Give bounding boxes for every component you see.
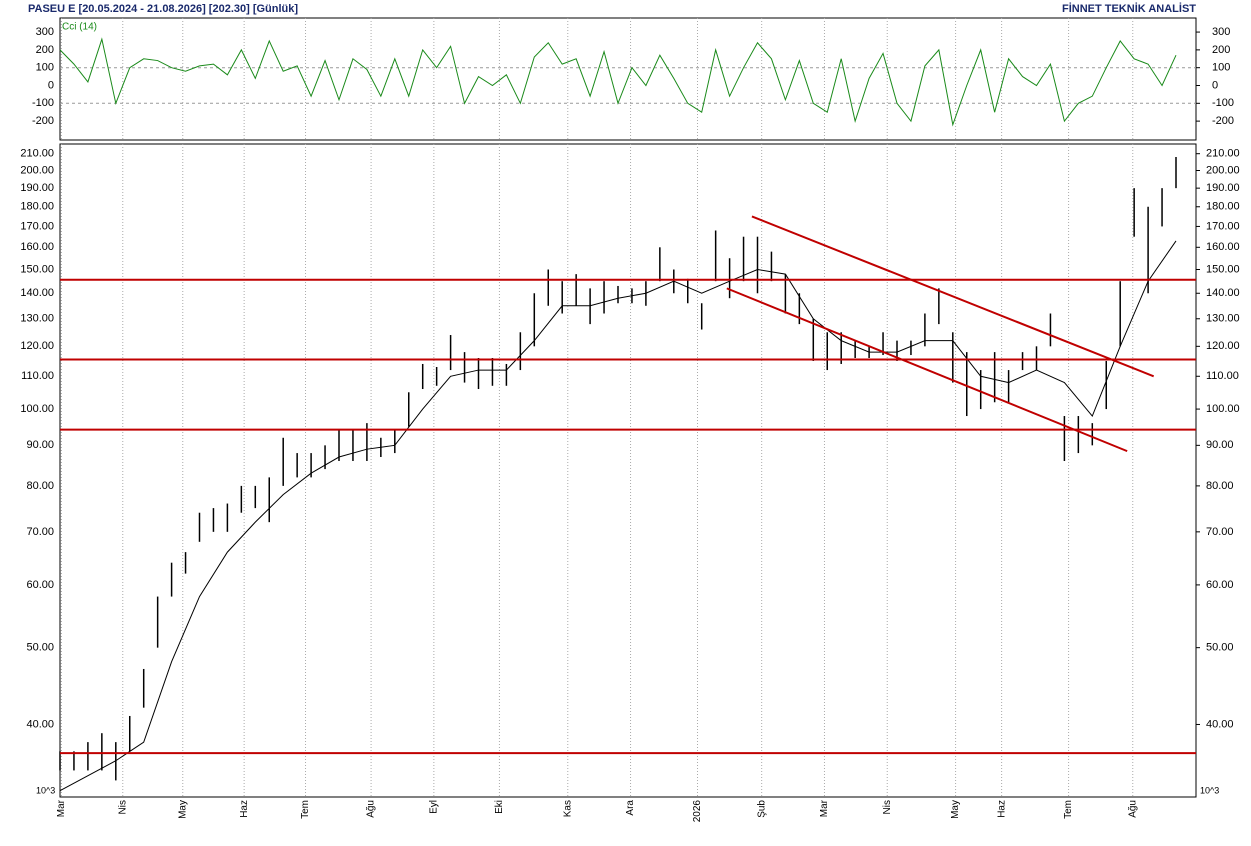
y-tick-label: 100 (1212, 62, 1230, 74)
y-tick-label: 80.00 (26, 480, 54, 492)
y-tick-label: 50.00 (26, 642, 54, 654)
y-tick-label: 130.00 (1206, 313, 1240, 325)
x-tick-label: Eki (494, 800, 505, 814)
x-tick-label: Tem (1063, 800, 1074, 819)
y-tick-label: 110.00 (1206, 370, 1239, 382)
y-tick-label: 300 (1212, 26, 1230, 38)
x-tick-label: Eyl (429, 800, 440, 814)
y-tick-label: 60.00 (1206, 579, 1234, 591)
y-tick-label: -200 (32, 115, 54, 127)
y-tick-label: 90.00 (1206, 439, 1234, 451)
y-tick-label: 60.00 (26, 579, 54, 591)
y-tick-label: 110.00 (21, 370, 54, 382)
cci-frame (59, 17, 1197, 141)
x-tick-label: Mar (819, 799, 830, 817)
brand: FİNNET TEKNİK ANALİST (1062, 2, 1196, 15)
unit-label: 10^3 (36, 785, 55, 795)
y-tick-label: -200 (1212, 115, 1234, 127)
y-tick-label: 180.00 (1206, 201, 1240, 213)
price-frame (59, 143, 1197, 798)
y-tick-label: 80.00 (1206, 480, 1234, 492)
y-tick-label: 140.00 (20, 287, 54, 299)
y-tick-label: 140.00 (1206, 287, 1240, 299)
y-tick-label: 130.00 (20, 313, 54, 325)
y-tick-label: 120.00 (20, 340, 54, 352)
legend-entry: Cci (14) (62, 22, 97, 33)
x-tick-label: Tem (300, 800, 311, 819)
x-tick-label: Haz (996, 800, 1007, 818)
x-tick-label: Şub (756, 800, 767, 818)
y-tick-label: 120.00 (1206, 340, 1240, 352)
y-tick-label: 70.00 (26, 526, 54, 538)
y-tick-label: -100 (32, 97, 54, 109)
y-tick-label: 100.00 (20, 403, 54, 415)
y-tick-label: 170.00 (1206, 220, 1240, 232)
y-tick-label: 150.00 (1206, 263, 1240, 275)
x-tick-label: Ara (625, 800, 636, 816)
chart-title: PASEU E [20.05.2024 - 21.08.2026] [202.3… (28, 3, 298, 15)
y-tick-label: 0 (48, 79, 54, 91)
y-tick-label: 100 (36, 62, 54, 74)
y-tick-label: 0 (1212, 79, 1218, 91)
y-tick-label: 200.00 (20, 164, 54, 176)
unit-label: 10^3 (1200, 785, 1219, 795)
x-tick-label: Nis (882, 800, 893, 814)
y-tick-label: 300 (36, 26, 54, 38)
y-tick-label: 50.00 (1206, 642, 1234, 654)
y-tick-label: 90.00 (26, 439, 54, 451)
y-tick-label: -100 (1212, 97, 1234, 109)
x-tick-label: May (950, 800, 961, 819)
y-tick-label: 170.00 (20, 220, 54, 232)
x-tick-label: Mar (56, 799, 67, 817)
x-tick-label: Haz (239, 800, 250, 818)
y-tick-label: 210.00 (1206, 148, 1240, 160)
x-tick-label: Nis (117, 800, 128, 814)
y-tick-label: 70.00 (1206, 526, 1234, 538)
y-tick-label: 180.00 (20, 201, 54, 213)
y-tick-label: 150.00 (20, 263, 54, 275)
y-tick-label: 160.00 (20, 241, 54, 253)
y-tick-label: 190.00 (1206, 182, 1240, 194)
x-tick-label: Ağu (1127, 800, 1138, 818)
y-tick-label: 160.00 (1206, 241, 1240, 253)
x-tick-label: Kas (562, 800, 573, 817)
y-tick-label: 200.00 (1206, 164, 1240, 176)
x-tick-label: May (177, 800, 188, 819)
y-tick-label: 200 (1212, 44, 1230, 56)
y-tick-label: 190.00 (20, 182, 54, 194)
y-tick-label: 40.00 (26, 718, 54, 730)
trend-line (751, 215, 1155, 378)
y-tick-label: 200 (36, 44, 54, 56)
trend-line (726, 287, 1128, 453)
x-tick-label: 2026 (692, 800, 703, 823)
y-tick-label: 40.00 (1206, 718, 1234, 730)
y-tick-label: 210.00 (20, 148, 54, 160)
moving-average (59, 240, 1177, 792)
cci-line (59, 37, 1177, 127)
x-tick-label: Ağu (366, 800, 377, 818)
y-tick-label: 100.00 (1206, 403, 1240, 415)
